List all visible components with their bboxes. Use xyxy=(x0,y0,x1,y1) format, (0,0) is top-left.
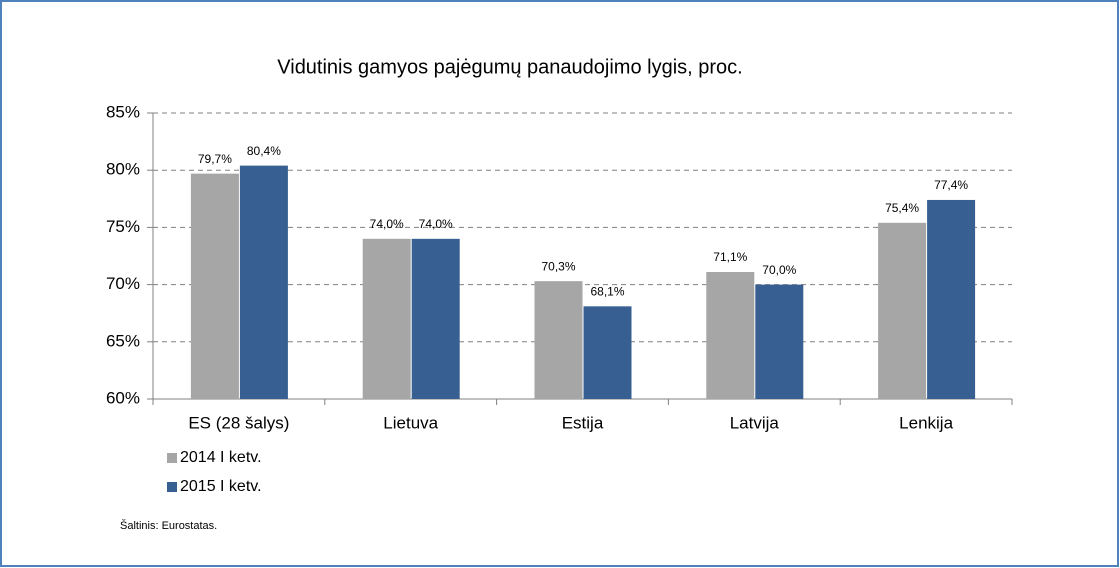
source: Šaltinis: Eurostatas. xyxy=(120,519,217,532)
bar xyxy=(755,284,804,399)
value-label: 71,1% xyxy=(713,250,747,264)
chart-title: Vidutinis gamyos pajėgumų panaudojimo ly… xyxy=(277,56,742,78)
x-tick-label: Lenkija xyxy=(899,413,953,432)
bar xyxy=(190,173,239,399)
y-tick-label: 70% xyxy=(106,274,140,293)
x-tick-label: ES (28 šalys) xyxy=(188,413,289,432)
bar xyxy=(706,272,755,399)
value-label: 80,4% xyxy=(247,144,281,158)
value-label: 68,1% xyxy=(590,285,624,299)
value-label: 75,4% xyxy=(885,201,919,215)
x-tick-label: Latvija xyxy=(730,413,780,432)
x-tick-label: Lietuva xyxy=(383,413,438,432)
bar xyxy=(239,165,288,399)
x-tick-label: Estija xyxy=(562,413,604,432)
value-label: 79,7% xyxy=(198,152,232,166)
value-label: 70,0% xyxy=(762,263,796,277)
y-tick-label: 60% xyxy=(106,388,140,407)
legend-label: 2015 I ketv. xyxy=(180,478,262,495)
legend-swatch xyxy=(167,453,177,463)
bar xyxy=(534,281,583,399)
legend-swatch xyxy=(167,482,177,492)
y-tick-label: 80% xyxy=(106,160,140,179)
legend-label: 2014 I ketv. xyxy=(180,449,262,466)
bar xyxy=(583,306,632,399)
value-label: 74,0% xyxy=(370,217,404,231)
value-label: 74,0% xyxy=(419,217,453,231)
y-tick-label: 65% xyxy=(106,331,140,350)
bar xyxy=(362,238,411,399)
value-label: 77,4% xyxy=(934,178,968,192)
y-tick-label: 75% xyxy=(106,217,140,236)
bar xyxy=(411,238,460,399)
value-label: 70,3% xyxy=(541,259,575,273)
bar xyxy=(927,199,976,399)
bar xyxy=(878,222,927,399)
y-tick-label: 85% xyxy=(106,102,140,121)
